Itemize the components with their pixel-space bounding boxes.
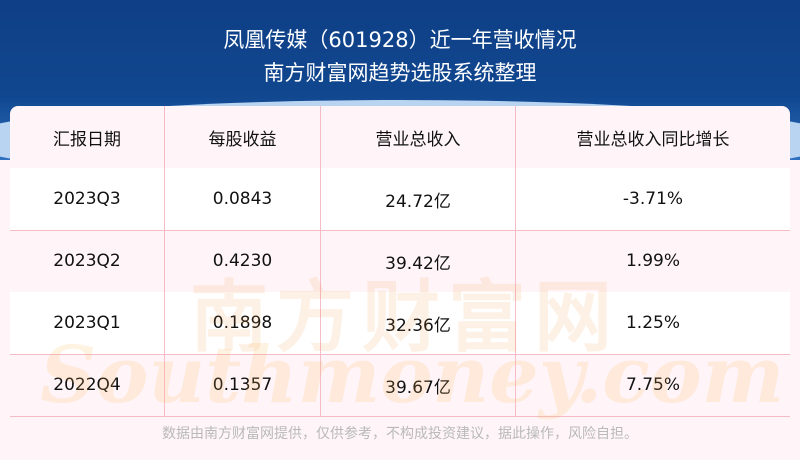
page-title: 凤凰传媒（601928）近一年营收情况 bbox=[223, 28, 577, 52]
column-header: 每股收益 bbox=[165, 106, 321, 168]
table-cell: 0.0843 bbox=[165, 168, 321, 230]
table-cell: 1.25% bbox=[625, 313, 680, 333]
revenue-table: 汇报日期 每股收益 营业总收入 营业总收入同比增长 2023Q3 0.0843 … bbox=[10, 106, 790, 460]
table-row: 2023Q1 0.1898 32.36亿 1.25% bbox=[10, 292, 790, 355]
page-subtitle: 南方财富网趋势选股系统整理 bbox=[263, 61, 537, 85]
table-row: 2023Q3 0.0843 24.72亿 -3.71% bbox=[10, 168, 790, 231]
table-cell: 0.4230 bbox=[165, 230, 321, 292]
table-cell: 24.72亿 bbox=[321, 168, 516, 230]
disclaimer-text: 数据由南方财富网提供，仅供参考，不构成投资建议，据此操作，风险自担。 bbox=[162, 426, 638, 442]
table-cell: 39.67亿 bbox=[321, 354, 516, 416]
table-cell: 2023Q1 bbox=[10, 292, 165, 354]
table-cell: -3.71% bbox=[622, 189, 684, 209]
table-cell: 32.36亿 bbox=[321, 292, 516, 354]
table-cell: 2022Q4 bbox=[10, 354, 165, 416]
table-cell: 0.1898 bbox=[165, 292, 321, 354]
table-cell: 2023Q2 bbox=[10, 230, 165, 292]
table-header-row: 汇报日期 每股收益 营业总收入 营业总收入同比增长 bbox=[10, 106, 790, 169]
table-cell: 2023Q3 bbox=[10, 168, 165, 230]
table-row: 2022Q4 0.1357 39.67亿 7.75% bbox=[10, 354, 790, 417]
table-row: 2023Q2 0.4230 39.42亿 1.99% bbox=[10, 230, 790, 293]
column-header: 营业总收入同比增长 bbox=[576, 129, 730, 150]
table-cell: 39.42亿 bbox=[321, 230, 516, 292]
table-cell: 1.99% bbox=[625, 251, 680, 271]
column-header: 汇报日期 bbox=[10, 106, 165, 168]
table-cell: 0.1357 bbox=[165, 354, 321, 416]
column-header: 营业总收入 bbox=[321, 106, 516, 168]
table-cell: 7.75% bbox=[625, 375, 680, 395]
